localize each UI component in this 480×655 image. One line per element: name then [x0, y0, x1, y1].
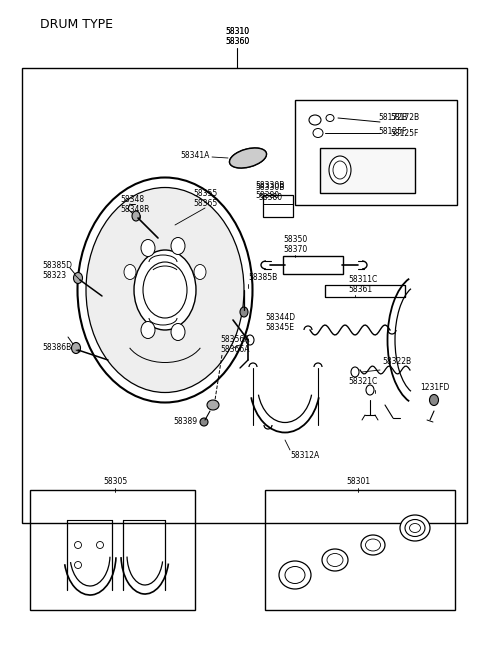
Text: 58370: 58370	[283, 246, 307, 255]
Bar	[265, 490, 455, 610]
Ellipse shape	[96, 542, 104, 548]
Text: 58380: 58380	[258, 193, 282, 202]
Ellipse shape	[365, 539, 381, 551]
Text: 58385B: 58385B	[248, 274, 277, 282]
Ellipse shape	[229, 148, 266, 168]
Ellipse shape	[405, 519, 425, 536]
Text: 58321C: 58321C	[348, 377, 377, 386]
Text: 58125F: 58125F	[390, 128, 419, 138]
Bar	[263, 195, 293, 217]
Text: 58341A: 58341A	[180, 151, 210, 160]
Ellipse shape	[124, 265, 136, 280]
Text: 58345E: 58345E	[265, 324, 294, 333]
Ellipse shape	[400, 515, 430, 541]
Text: 58356A: 58356A	[220, 335, 250, 345]
Ellipse shape	[194, 265, 206, 280]
Ellipse shape	[351, 367, 359, 377]
Text: 58312A: 58312A	[290, 451, 320, 460]
Text: 58360: 58360	[225, 37, 249, 47]
Text: 58172B: 58172B	[378, 113, 407, 122]
Ellipse shape	[240, 307, 248, 317]
Ellipse shape	[285, 567, 305, 584]
Text: 58301: 58301	[346, 477, 370, 487]
Text: 58330B: 58330B	[255, 181, 284, 189]
Text: 58310: 58310	[225, 28, 249, 37]
Ellipse shape	[409, 523, 420, 533]
Text: 58305: 58305	[103, 477, 127, 487]
Text: 1231FD: 1231FD	[420, 383, 449, 392]
Ellipse shape	[141, 240, 155, 257]
Text: 58385D: 58385D	[42, 261, 72, 269]
Ellipse shape	[326, 115, 334, 121]
Text: 58386B: 58386B	[42, 343, 71, 352]
Ellipse shape	[229, 148, 266, 168]
Text: 58365: 58365	[193, 198, 217, 208]
Ellipse shape	[309, 115, 321, 125]
Ellipse shape	[171, 238, 185, 255]
Text: 58348R: 58348R	[120, 206, 149, 214]
Text: 58389: 58389	[173, 417, 197, 426]
Ellipse shape	[86, 187, 244, 392]
Ellipse shape	[143, 262, 187, 318]
Ellipse shape	[333, 161, 347, 179]
Text: 58366A: 58366A	[220, 345, 250, 354]
Ellipse shape	[246, 335, 254, 345]
Ellipse shape	[132, 211, 140, 221]
Bar	[320, 148, 415, 193]
Text: 58348: 58348	[120, 195, 144, 204]
Text: 58310: 58310	[225, 28, 249, 37]
Text: 58172B: 58172B	[390, 113, 419, 122]
Ellipse shape	[73, 272, 83, 284]
Text: 58360: 58360	[225, 37, 249, 47]
Bar	[325, 285, 405, 297]
Bar	[283, 256, 343, 274]
Ellipse shape	[361, 535, 385, 555]
Ellipse shape	[200, 418, 208, 426]
Text: 58311C: 58311C	[348, 276, 377, 284]
Ellipse shape	[74, 542, 82, 548]
Ellipse shape	[74, 561, 82, 569]
Ellipse shape	[430, 394, 439, 405]
Text: 58330B: 58330B	[255, 183, 285, 193]
Ellipse shape	[279, 561, 311, 589]
Ellipse shape	[134, 250, 196, 330]
Text: 58350: 58350	[283, 236, 307, 244]
Text: 58323: 58323	[42, 271, 66, 280]
Ellipse shape	[313, 128, 323, 138]
Ellipse shape	[366, 385, 374, 395]
Text: DRUM TYPE: DRUM TYPE	[40, 18, 113, 31]
Text: 58322B: 58322B	[382, 358, 411, 367]
Ellipse shape	[207, 400, 219, 410]
Text: 58344D: 58344D	[265, 314, 295, 322]
Text: 58380: 58380	[255, 191, 279, 200]
Ellipse shape	[327, 553, 343, 567]
Ellipse shape	[141, 322, 155, 339]
Bar	[30, 490, 195, 610]
Bar	[22, 68, 467, 523]
Ellipse shape	[322, 549, 348, 571]
Text: 58361: 58361	[348, 286, 372, 295]
Bar	[295, 100, 457, 205]
Text: 58125F: 58125F	[378, 128, 407, 136]
Ellipse shape	[329, 156, 351, 184]
Ellipse shape	[171, 324, 185, 341]
Ellipse shape	[72, 343, 81, 354]
Text: 58355: 58355	[193, 189, 217, 198]
